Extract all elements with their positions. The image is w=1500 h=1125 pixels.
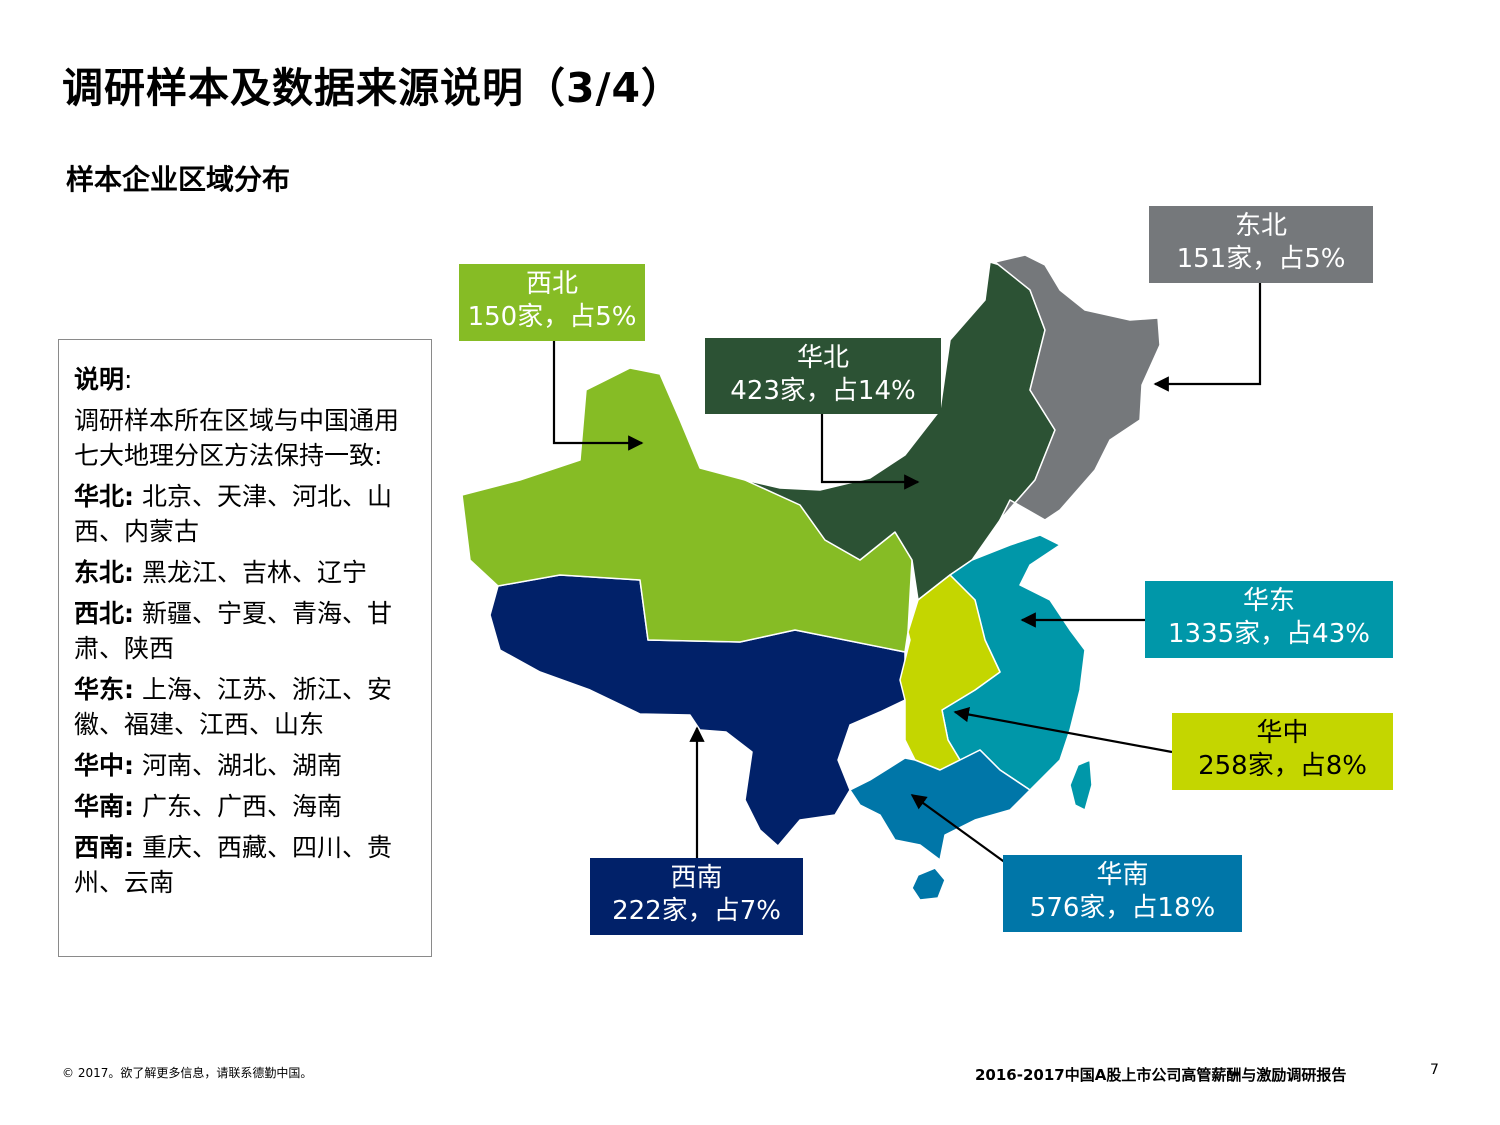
legend-provinces: 广东、广西、海南 (141, 792, 342, 821)
region-hainan (911, 867, 946, 901)
callout-northeast: 东北 151家，占5% (1149, 206, 1373, 283)
page-number: 7 (1430, 1062, 1439, 1078)
legend-heading-line: 说明: (74, 362, 423, 397)
legend-region: 华东: (74, 675, 134, 704)
legend-colon: : (124, 365, 133, 394)
legend-provinces: 重庆、西藏、四川、贵州、云南 (74, 833, 392, 897)
legend-provinces: 黑龙江、吉林、辽宁 (141, 558, 367, 587)
callout-region-name: 华北 (796, 343, 849, 373)
legend-entry: 华北: 北京、天津、河北、山西、内蒙古 (74, 479, 423, 549)
arrow-northeast (1153, 283, 1262, 392)
arrow-northwest (552, 340, 644, 451)
footer-copyright: © 2017。欲了解更多信息，请联系德勤中国。 (62, 1066, 313, 1080)
callout-east: 华东 1335家，占43% (1145, 581, 1393, 658)
callout-stat: 222家，占7% (612, 896, 781, 926)
legend-entry: 华南: 广东、广西、海南 (74, 789, 423, 824)
callout-region-name: 东北 (1234, 211, 1287, 241)
arrow-north (820, 413, 920, 490)
legend-region: 华南: (74, 792, 134, 821)
callout-north: 华北 423家，占14% (705, 338, 941, 414)
legend-intro: 调研样本所在区域与中国通用七大地理分区方法保持一致: (74, 406, 400, 470)
callout-stat: 423家，占14% (730, 376, 916, 406)
legend-box: 说明: 调研样本所在区域与中国通用七大地理分区方法保持一致: 华北: 北京、天津… (58, 339, 432, 957)
legend-region: 东北: (74, 558, 134, 587)
callout-stat: 576家，占18% (1029, 893, 1216, 923)
legend-entry: 西北: 新疆、宁夏、青海、甘肃、陕西 (74, 596, 423, 666)
callout-stat: 151家，占5% (1176, 244, 1346, 274)
callout-region-name: 华东 (1242, 586, 1295, 616)
region-northeast (994, 254, 1161, 521)
legend-region: 华北: (74, 482, 134, 511)
callout-region-name: 西北 (525, 269, 578, 299)
legend-provinces: 上海、江苏、浙江、安徽、福建、江西、山东 (74, 675, 392, 739)
callout-southwest: 西南 222家，占7% (590, 858, 803, 935)
callout-central: 华中 258家，占8% (1172, 713, 1393, 790)
legend-provinces: 新疆、宁夏、青海、甘肃、陕西 (74, 599, 392, 663)
legend-provinces: 河南、湖北、湖南 (141, 751, 342, 780)
region-taiwan (1069, 759, 1093, 811)
callout-region-name: 西南 (670, 863, 723, 893)
legend-provinces: 北京、天津、河北、山西、内蒙古 (74, 482, 392, 546)
callout-stat: 258家，占8% (1198, 751, 1367, 781)
legend-entry: 华东: 上海、江苏、浙江、安徽、福建、江西、山东 (74, 672, 423, 742)
arrow-south (910, 794, 1011, 867)
callout-region-name: 华南 (1096, 860, 1149, 890)
callout-stat: 150家，占5% (467, 302, 637, 332)
legend-region: 西南: (74, 833, 134, 862)
footer-report-title: 2016-2017中国A股上市公司高管薪酬与激励调研报告 (975, 1066, 1347, 1084)
callout-region-name: 华中 (1256, 718, 1309, 748)
callout-stat: 1335家，占43% (1168, 619, 1370, 649)
legend-entry: 西南: 重庆、西藏、四川、贵州、云南 (74, 830, 423, 900)
legend-entry: 华中: 河南、湖北、湖南 (74, 748, 423, 783)
callout-northwest: 西北 150家，占5% (459, 264, 645, 341)
region-south (849, 749, 1031, 861)
legend-heading: 说明 (74, 365, 125, 394)
callout-south: 华南 576家，占18% (1003, 855, 1242, 932)
page-subtitle: 样本企业区域分布 (66, 163, 291, 196)
legend-region: 西北: (74, 599, 134, 628)
page-title: 调研样本及数据来源说明（3/4） (62, 64, 684, 112)
legend-region: 华中: (74, 751, 134, 780)
arrow-central (953, 706, 1173, 754)
legend-entry: 东北: 黑龙江、吉林、辽宁 (74, 555, 423, 590)
